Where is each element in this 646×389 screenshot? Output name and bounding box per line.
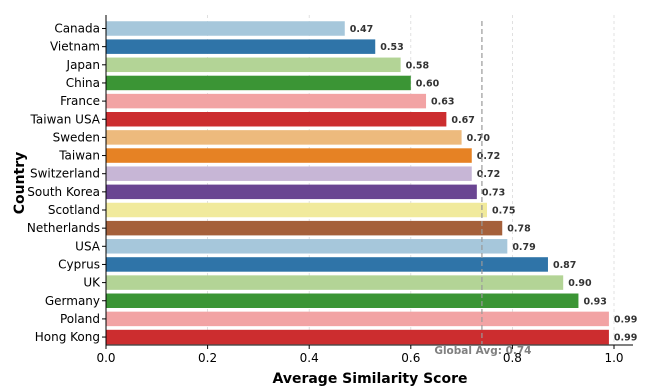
category-label: Japan bbox=[66, 58, 100, 72]
category-label: Germany bbox=[45, 294, 100, 308]
category-label: UK bbox=[83, 276, 101, 290]
category-label: USA bbox=[75, 239, 101, 253]
x-axis-title: Average Similarity Score bbox=[272, 371, 467, 387]
bar bbox=[106, 166, 472, 181]
x-tick-label: 0.8 bbox=[503, 351, 522, 365]
value-label: 0.73 bbox=[482, 187, 505, 198]
value-label: 0.67 bbox=[451, 115, 474, 126]
bar bbox=[106, 130, 462, 145]
y-axis-title: Country bbox=[12, 152, 28, 215]
bar bbox=[106, 220, 503, 236]
value-label: 0.53 bbox=[380, 42, 403, 53]
category-label: China bbox=[66, 76, 100, 90]
category-label: Cyprus bbox=[58, 257, 100, 271]
value-label: 0.78 bbox=[507, 224, 531, 235]
value-label: 0.70 bbox=[467, 133, 491, 144]
x-tick-label: 0.6 bbox=[401, 351, 420, 365]
value-label: 0.99 bbox=[614, 333, 637, 344]
value-label: 0.72 bbox=[477, 151, 500, 162]
bar bbox=[106, 293, 579, 308]
category-label: Canada bbox=[54, 22, 100, 36]
x-tick-label: 1.0 bbox=[604, 351, 623, 365]
value-label: 0.87 bbox=[553, 260, 576, 271]
bar bbox=[106, 112, 447, 127]
bar bbox=[106, 148, 472, 163]
category-label: South Korea bbox=[27, 185, 100, 199]
category-label: Netherlands bbox=[27, 221, 100, 235]
bar bbox=[106, 311, 609, 327]
category-label: Switzerland bbox=[30, 167, 100, 181]
x-tick-label: 0.2 bbox=[198, 351, 217, 365]
category-label: Scotland bbox=[48, 203, 100, 217]
bar bbox=[106, 39, 376, 54]
value-label: 0.79 bbox=[512, 242, 535, 253]
bar bbox=[106, 239, 508, 254]
bars: 0.47 0.530.58 0.60 0.63 0.67 0.70 0.72 0.72 0.73… bbox=[106, 21, 637, 345]
category-label: Taiwan USA bbox=[30, 112, 101, 126]
bar bbox=[106, 93, 427, 109]
bar bbox=[106, 202, 487, 218]
value-label: 0.58 bbox=[406, 60, 430, 71]
bar bbox=[106, 275, 564, 290]
category-label: France bbox=[60, 94, 100, 108]
bar bbox=[106, 21, 345, 36]
value-label: 0.99 bbox=[614, 314, 637, 325]
category-label: Vietnam bbox=[50, 40, 100, 54]
global-average-label: Global Avg: 0.74 bbox=[434, 345, 531, 357]
value-label: 0.90 bbox=[568, 278, 592, 289]
x-tick-label: 0.0 bbox=[96, 351, 115, 365]
axes: 0.0 0.2 0.4 0.6 0.8 1.0 Canada Vietnam Japan Chin… bbox=[27, 15, 633, 365]
bar bbox=[106, 329, 609, 345]
category-label: Poland bbox=[60, 312, 100, 326]
bar bbox=[106, 57, 401, 73]
value-label: 0.47 bbox=[350, 24, 373, 35]
category-label: Sweden bbox=[53, 130, 100, 144]
value-label: 0.75 bbox=[492, 206, 515, 217]
reference-line-group: Global Avg: 0.74 bbox=[434, 21, 532, 357]
category-label: Taiwan bbox=[58, 149, 100, 163]
value-label: 0.60 bbox=[416, 78, 440, 89]
category-label: Hong Kong bbox=[35, 330, 100, 344]
x-tick-label: 0.4 bbox=[300, 351, 319, 365]
bar bbox=[106, 75, 411, 91]
value-label: 0.72 bbox=[477, 169, 500, 180]
value-label: 0.63 bbox=[431, 97, 454, 108]
bar bbox=[106, 184, 477, 200]
bar bbox=[106, 257, 548, 272]
value-label: 0.93 bbox=[583, 296, 606, 307]
